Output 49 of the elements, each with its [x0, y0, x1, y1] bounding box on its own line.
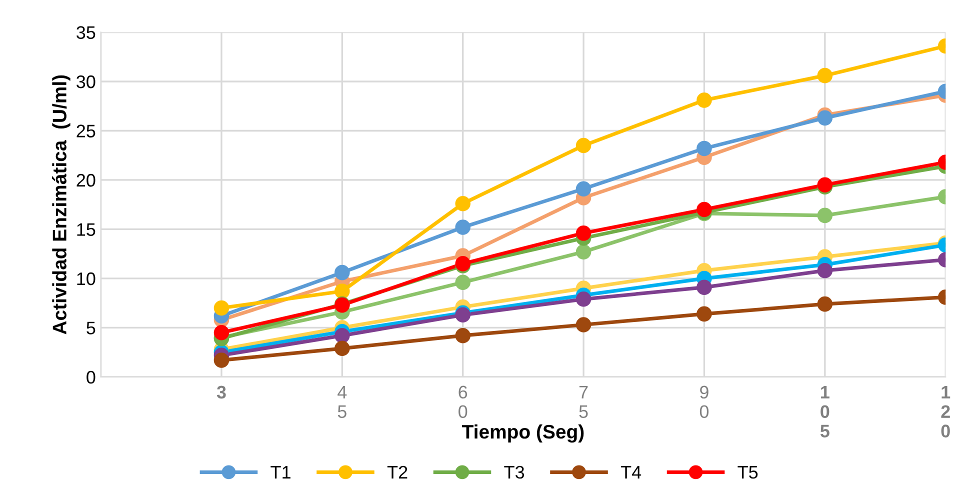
point — [214, 352, 230, 368]
x-tick-label: 60 — [458, 386, 468, 418]
point — [334, 284, 350, 299]
x-tick-label: 105 — [820, 386, 830, 438]
point — [817, 296, 833, 312]
y-tick-label: 15 — [77, 223, 96, 236]
point — [455, 328, 470, 344]
y-tick-label: 30 — [76, 75, 96, 88]
y-tick-label: 20 — [76, 174, 96, 187]
x-tick-label: 45 — [338, 386, 347, 418]
point — [696, 92, 712, 108]
x-tick-label: 120 — [941, 386, 950, 438]
point — [576, 181, 592, 196]
legend-label: T4 — [620, 466, 642, 478]
legend-label: T2 — [387, 466, 408, 478]
point — [696, 202, 712, 218]
y-tick-label: 0 — [86, 370, 96, 384]
point — [576, 138, 592, 154]
point — [817, 110, 833, 126]
y-axis-title: Actividad Enzimática (U/ml) — [52, 75, 70, 334]
y-tick-label: 10 — [77, 272, 96, 286]
point — [817, 208, 833, 224]
point — [696, 140, 712, 156]
point — [334, 264, 350, 280]
point — [576, 226, 592, 241]
point — [334, 340, 350, 356]
point — [696, 280, 712, 295]
point — [696, 306, 712, 322]
legend-label: T5 — [738, 466, 758, 479]
point — [214, 300, 230, 316]
point — [576, 244, 592, 260]
point — [455, 274, 470, 290]
point — [455, 196, 470, 212]
point — [334, 328, 350, 344]
point — [817, 262, 833, 278]
x-tick-label: 3 — [216, 386, 226, 399]
x-axis-title: Tiempo (Seg) — [462, 424, 584, 443]
y-tick-label: 35 — [76, 26, 96, 39]
point — [455, 220, 470, 235]
point — [214, 325, 230, 340]
point — [576, 292, 592, 307]
x-tick-label: 90 — [700, 386, 709, 418]
point — [576, 317, 592, 332]
x-tick-label: 75 — [579, 386, 588, 418]
y-tick-label: 25 — [76, 124, 96, 138]
legend-label: T3 — [504, 466, 524, 479]
y-tick-label: 5 — [86, 322, 96, 334]
legend-label: T1 — [270, 466, 290, 478]
point — [817, 68, 833, 84]
